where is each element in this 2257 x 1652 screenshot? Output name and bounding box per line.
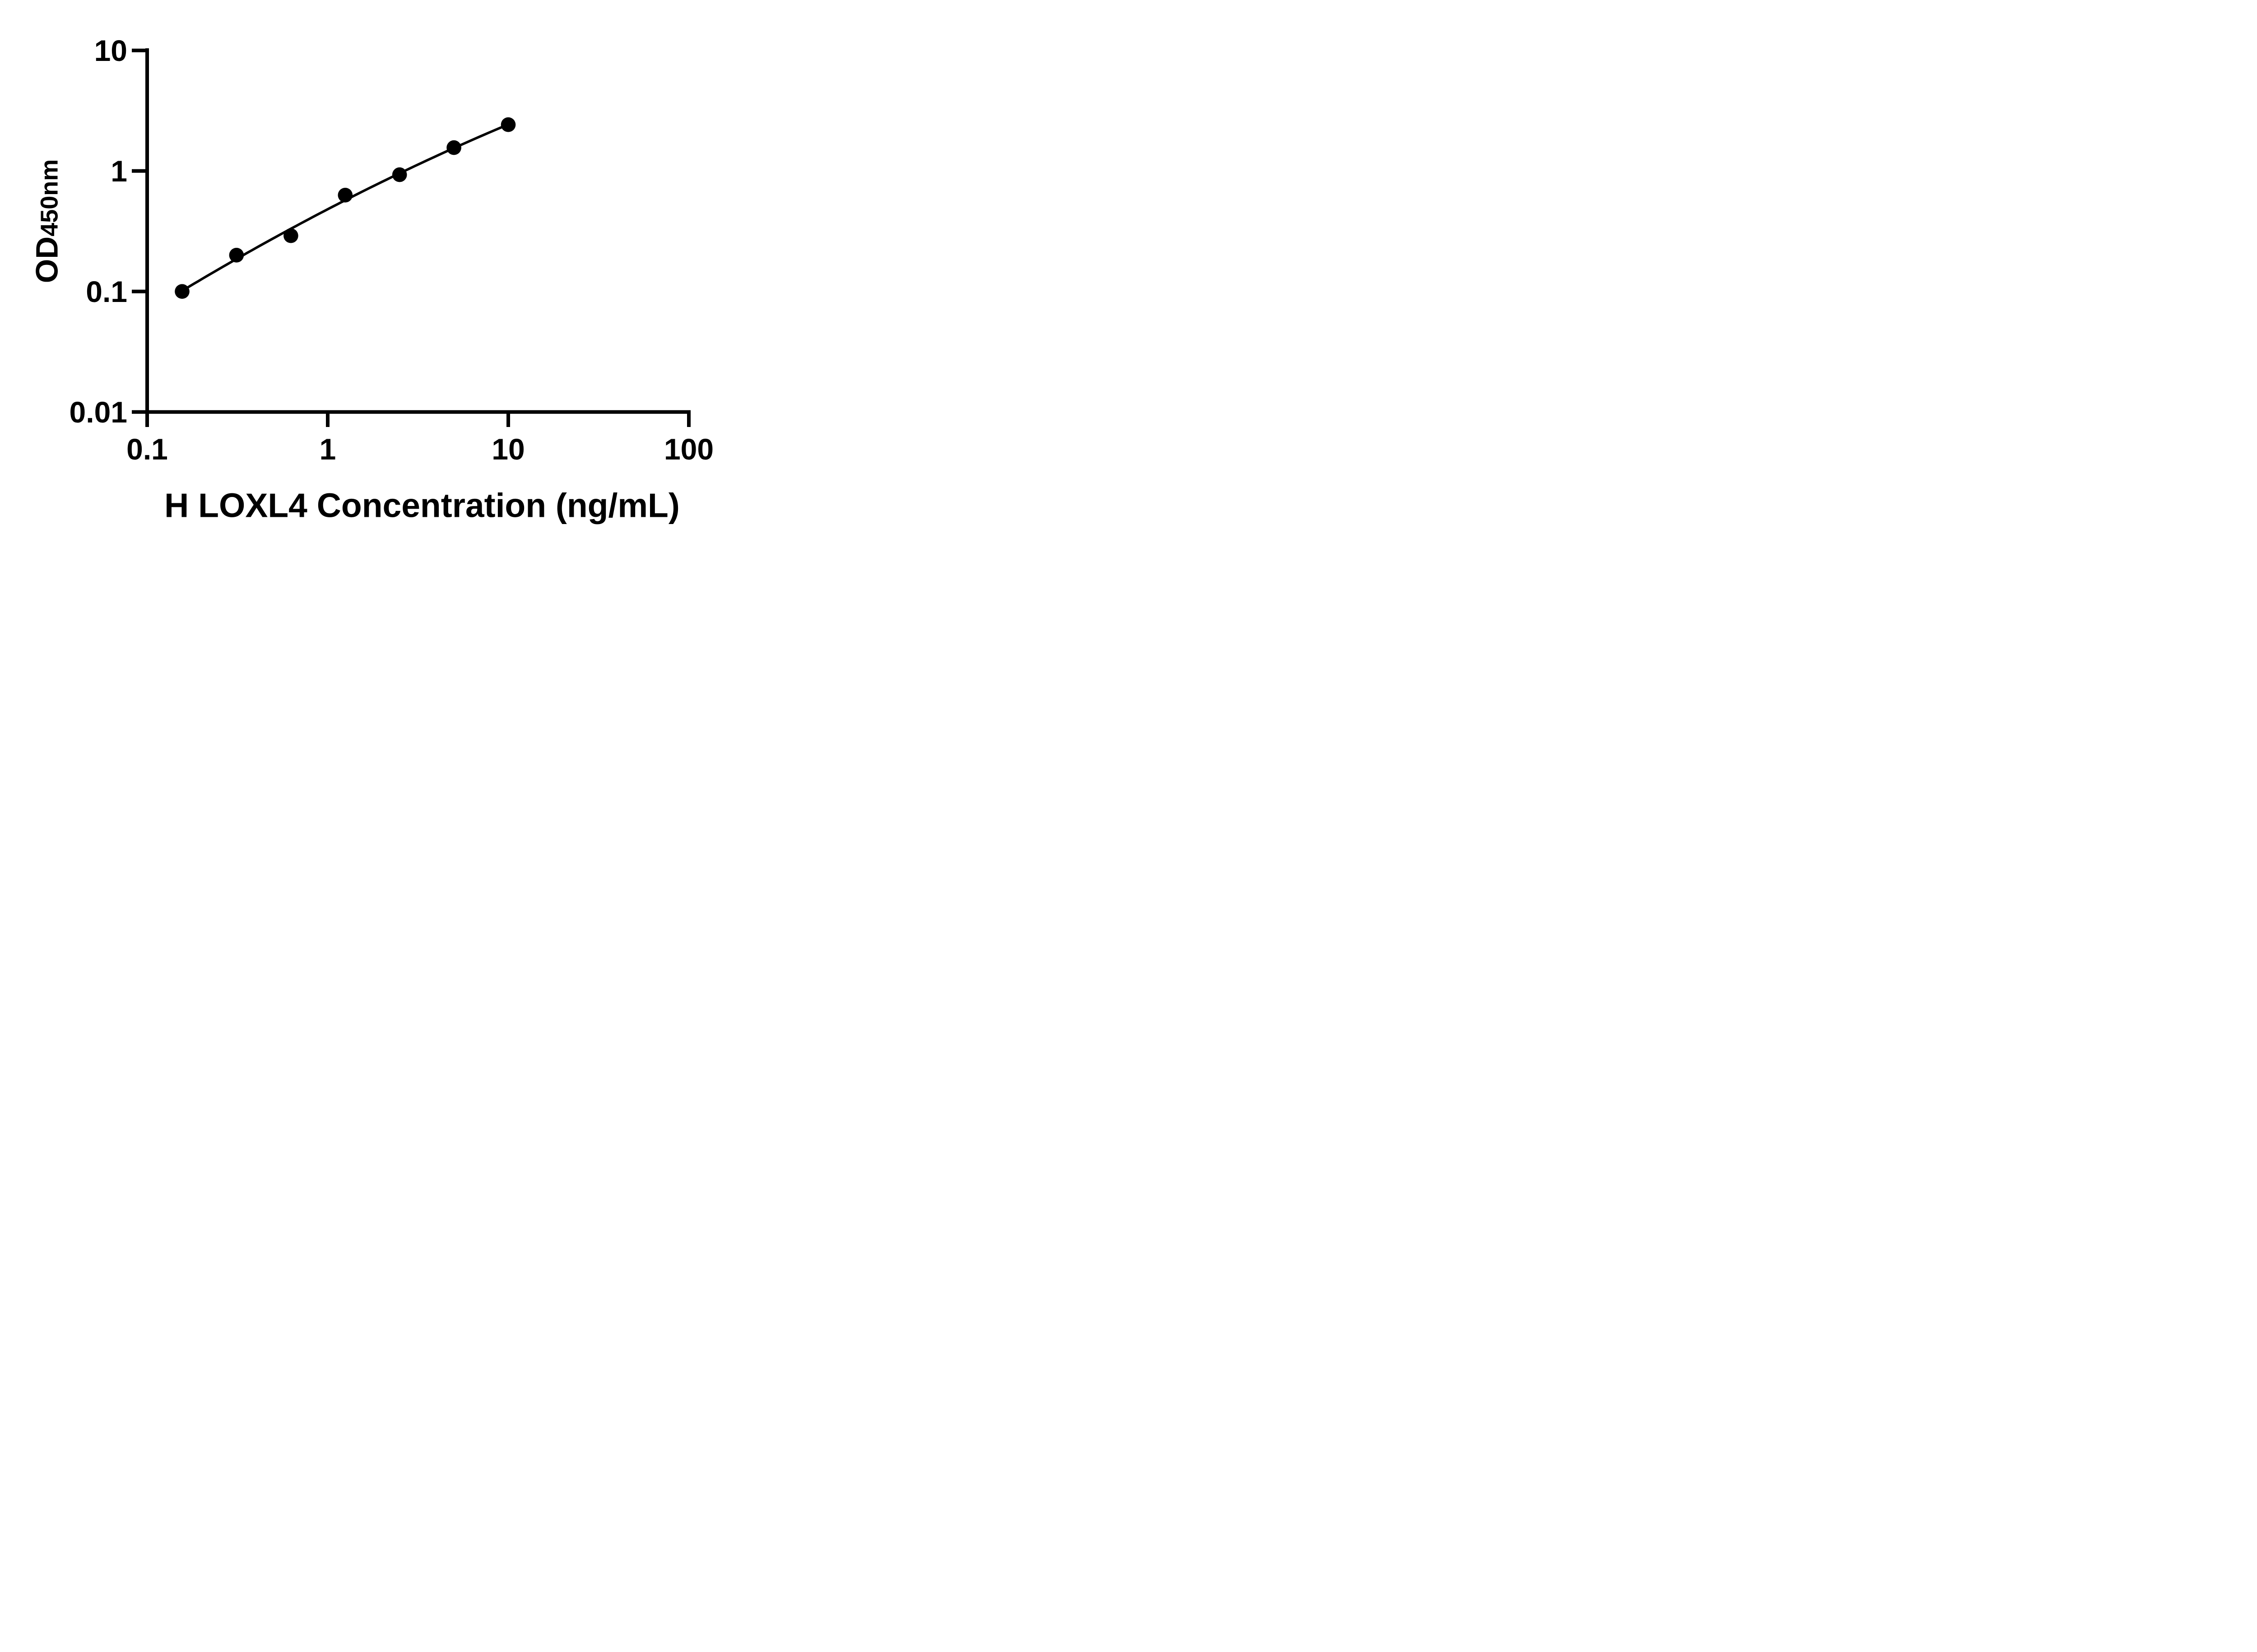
y-tick-label-0.01: 0.01 [69, 395, 127, 429]
data-point-marker [338, 188, 353, 203]
x-tick-label-0.1: 0.1 [126, 432, 168, 466]
x-axis-title: H LOXL4 Concentration (ng/mL) [164, 486, 680, 524]
y-axis-title-main: OD [29, 236, 65, 283]
x-tick-label-100: 100 [664, 432, 714, 466]
data-point-marker [446, 140, 461, 155]
elisa-standard-curve-figure: 10 1 0.1 0.01 0.1 1 10 100 OD450nm H LOX… [0, 0, 772, 551]
y-axis-title-sub: 450nm [36, 159, 63, 237]
x-tick-label-1: 1 [319, 432, 336, 466]
data-point-marker [283, 228, 298, 243]
data-point-marker [175, 284, 190, 299]
y-tick-label-10: 10 [94, 33, 127, 67]
data-point-marker [501, 117, 516, 132]
y-tick-label-0.1: 0.1 [86, 274, 127, 308]
data-point-marker [392, 167, 407, 182]
x-tick-label-10: 10 [492, 432, 525, 466]
y-axis-title: OD450nm [29, 159, 65, 283]
data-point-marker [229, 248, 244, 263]
plot-canvas [132, 48, 691, 427]
y-tick-label-1: 1 [111, 154, 127, 188]
